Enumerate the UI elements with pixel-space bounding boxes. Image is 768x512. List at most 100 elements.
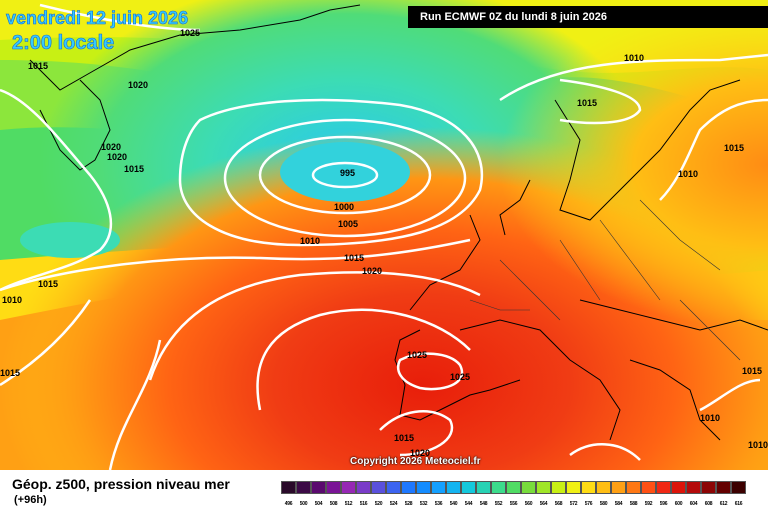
run-info: Run ECMWF 0Z du lundi 8 juin 2026 xyxy=(408,6,768,28)
isobar-label: 1020 xyxy=(362,266,382,276)
legend-label: 528 xyxy=(404,501,413,507)
legend-label: 600 xyxy=(674,501,683,507)
legend-swatch xyxy=(416,481,431,494)
legend-swatch xyxy=(401,481,416,494)
borders xyxy=(469,199,741,361)
legend-swatch xyxy=(326,481,341,494)
legend-swatch xyxy=(551,481,566,494)
legend-label: 536 xyxy=(434,501,443,507)
legend-swatch xyxy=(686,481,701,494)
forecast-time: 2:00 locale xyxy=(12,32,115,55)
legend-label: 496 xyxy=(284,501,293,507)
isobar-label: 1015 xyxy=(38,279,58,289)
isobar-label: 1020 xyxy=(128,80,148,90)
legend-label: 516 xyxy=(359,501,368,507)
isobars xyxy=(0,3,768,470)
legend-swatch xyxy=(596,481,611,494)
legend-swatch xyxy=(506,481,521,494)
legend-swatch xyxy=(566,481,581,494)
legend-swatch xyxy=(521,481,536,494)
isobar-label: 1015 xyxy=(742,366,762,376)
legend-label: 596 xyxy=(659,501,668,507)
isobar-labels: 1025 1015 1020 1010 1020 1020 1015 1015 … xyxy=(0,28,768,458)
isobar-label: 1010 xyxy=(700,413,720,423)
legend-label: 544 xyxy=(464,501,473,507)
legend-label: 576 xyxy=(584,501,593,507)
legend-label: 556 xyxy=(509,501,518,507)
isobar-label: 1010 xyxy=(2,295,22,305)
legend-swatch xyxy=(701,481,716,494)
legend-swatch xyxy=(581,481,596,494)
legend-swatch xyxy=(461,481,476,494)
legend-label: 572 xyxy=(569,501,578,507)
isobar-label: 1020 xyxy=(101,142,121,152)
legend-swatch xyxy=(731,481,746,494)
legend-label: 588 xyxy=(629,501,638,507)
low-center-label: 995 xyxy=(340,168,355,178)
isobar-label: 1010 xyxy=(748,440,768,450)
legend-label: 504 xyxy=(314,501,323,507)
isobar-label: 1015 xyxy=(0,368,20,378)
legend-swatch xyxy=(536,481,551,494)
legend-swatch xyxy=(491,481,506,494)
legend-swatch xyxy=(611,481,626,494)
map-footer: Géop. z500, pression niveau mer (+96h) 4… xyxy=(0,470,768,512)
legend-swatch xyxy=(356,481,371,494)
legend-swatch xyxy=(671,481,686,494)
legend-label: 616 xyxy=(734,501,743,507)
isobar-label: 1005 xyxy=(338,219,358,229)
legend-label: 500 xyxy=(299,501,308,507)
legend-label: 560 xyxy=(524,501,533,507)
east-warm-area xyxy=(0,0,768,470)
legend-swatch xyxy=(656,481,671,494)
forecast-date: vendredi 12 juin 2026 xyxy=(6,8,189,29)
legend-swatch xyxy=(281,481,296,494)
legend-swatch xyxy=(296,481,311,494)
legend-swatch xyxy=(626,481,641,494)
isobar-label: 1010 xyxy=(300,236,320,246)
isobar-label: 1010 xyxy=(624,53,644,63)
map-canvas: 1025 1015 1020 1010 1020 1020 1015 1015 … xyxy=(0,0,768,470)
legend-swatch xyxy=(446,481,461,494)
legend-label: 532 xyxy=(419,501,428,507)
legend-swatch xyxy=(716,481,731,494)
legend-label: 612 xyxy=(719,501,728,507)
isobar-label: 1015 xyxy=(577,98,597,108)
legend-swatch xyxy=(476,481,491,494)
isobar-label: 1015 xyxy=(344,253,364,263)
isobar-label: 1000 xyxy=(334,202,354,212)
cold-patch-west xyxy=(20,222,120,258)
legend-swatch xyxy=(341,481,356,494)
legend-label: 604 xyxy=(689,501,698,507)
legend-swatch xyxy=(311,481,326,494)
color-scale xyxy=(281,481,746,494)
legend-swatch xyxy=(371,481,386,494)
isobar-label: 1020 xyxy=(107,152,127,162)
legend-label: 564 xyxy=(539,501,548,507)
isobar-label: 1010 xyxy=(678,169,698,179)
isobar-label: 1015 xyxy=(28,61,48,71)
copyright: Copyright 2026 Meteociel.fr xyxy=(350,456,481,467)
isobar-label: 1015 xyxy=(724,143,744,153)
legend-label: 520 xyxy=(374,501,383,507)
weather-map: 1025 1015 1020 1010 1020 1020 1015 1015 … xyxy=(0,0,768,470)
legend-label: 584 xyxy=(614,501,623,507)
legend-label: 524 xyxy=(389,501,398,507)
legend-swatch xyxy=(386,481,401,494)
legend-swatch xyxy=(431,481,446,494)
map-title: Géop. z500, pression niveau mer xyxy=(12,476,230,492)
legend-label: 512 xyxy=(344,501,353,507)
cold-core xyxy=(280,142,410,202)
legend-swatch xyxy=(641,481,656,494)
legend-label: 508 xyxy=(329,501,338,507)
isobar-label: 1025 xyxy=(180,28,200,38)
isobar-label: 1020 xyxy=(410,448,430,458)
isobar-label: 1025 xyxy=(407,350,427,360)
legend-label: 580 xyxy=(599,501,608,507)
legend-label: 568 xyxy=(554,501,563,507)
legend-label: 548 xyxy=(479,501,488,507)
forecast-lead-time: (+96h) xyxy=(14,494,47,506)
legend-label: 540 xyxy=(449,501,458,507)
isobar-label: 1025 xyxy=(450,372,470,382)
isobar-label: 1015 xyxy=(124,164,144,174)
